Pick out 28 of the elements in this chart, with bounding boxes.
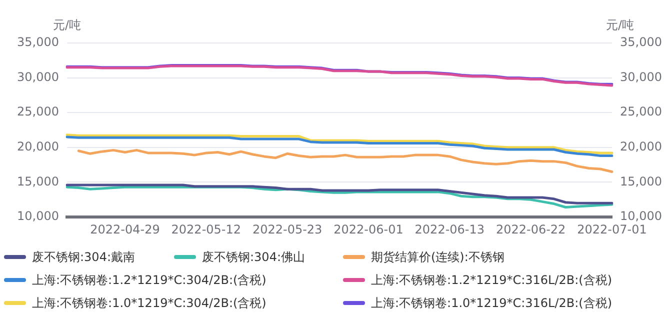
- y2-tick-label: 35,000: [620, 35, 662, 50]
- y-tick-label: 15,000: [17, 174, 59, 188]
- y-tick-label: 20,000: [17, 140, 59, 154]
- x-tick-label: 2022-06-01: [334, 222, 404, 236]
- x-tick-label: 2022-06-22: [496, 222, 566, 236]
- legend-label: 废不锈钢:304:佛山: [202, 248, 305, 266]
- y-axis-title: 元/吨: [52, 18, 82, 32]
- y2-axis-title: 元/吨: [606, 18, 634, 32]
- x-tick-label: 2022-07-01: [577, 222, 647, 236]
- y2-tick-label: 30,000: [620, 70, 662, 84]
- x-tick-label: 2022-05-23: [252, 222, 322, 236]
- x-tick-label: 2022-04-29: [90, 222, 160, 236]
- x-tick-label: 2022-05-12: [171, 222, 242, 236]
- legend-label: 上海:不锈钢卷:1.2*1219*C:304/2B:(含税): [32, 272, 266, 288]
- y2-tick-label: 20,000: [620, 140, 662, 154]
- y2-tick-label: 10,000: [620, 209, 662, 224]
- legend-label: 上海:不锈钢卷:1.0*1219*C:304/2B:(含税): [32, 294, 266, 312]
- legend-label: 上海:不锈钢卷:1.0*1219*C:316L/2B:(含税): [371, 294, 612, 312]
- legend-label: 期货结算价(连续):不锈钢: [371, 248, 504, 266]
- y-tick-label: 35,000: [17, 35, 59, 50]
- x-tick-label: 2022-06-13: [414, 222, 485, 236]
- legend-label: 废不锈钢:304:戴南: [32, 248, 135, 266]
- y2-tick-label: 25,000: [620, 104, 662, 119]
- y-tick-label: 10,000: [17, 209, 59, 224]
- legend-label: 上海:不锈钢卷:1.2*1219*C:316L/2B:(含税): [371, 272, 612, 288]
- y-tick-label: 30,000: [17, 70, 59, 84]
- y2-tick-label: 15,000: [620, 174, 662, 188]
- y-tick-label: 25,000: [17, 104, 59, 119]
